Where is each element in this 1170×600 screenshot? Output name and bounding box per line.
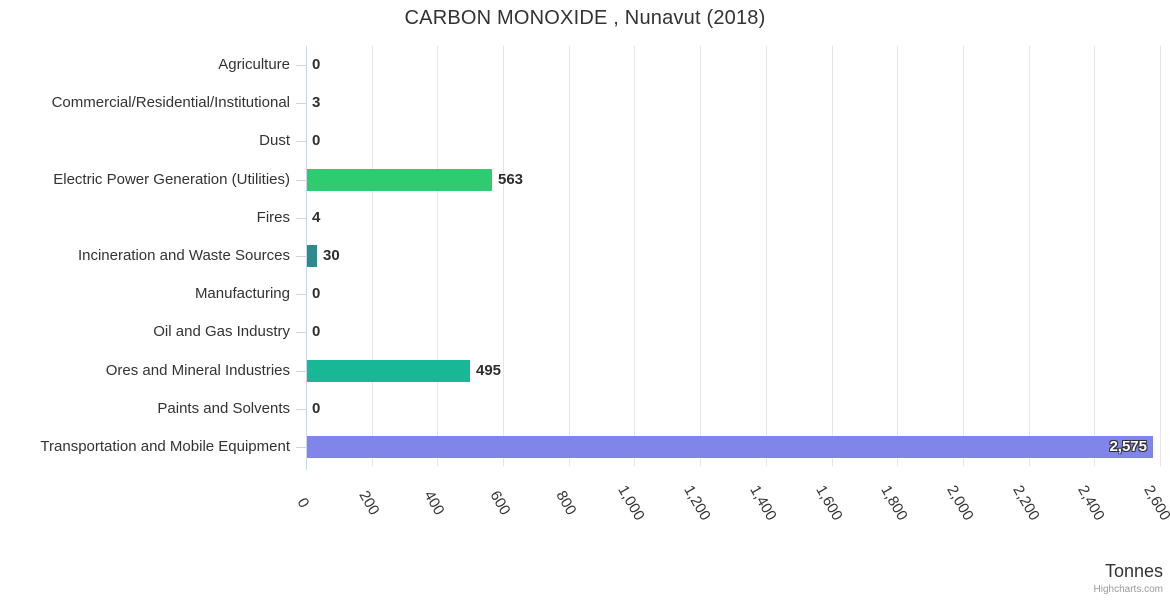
gridline bbox=[1029, 46, 1030, 466]
x-tick-label: 2,400 bbox=[1074, 482, 1108, 524]
axis-line bbox=[306, 46, 307, 470]
gridline bbox=[766, 46, 767, 466]
bar[interactable] bbox=[307, 360, 470, 382]
tick-mark bbox=[296, 256, 306, 257]
gridline bbox=[634, 46, 635, 466]
x-tick-label: 1,200 bbox=[680, 482, 714, 524]
x-tick-label: 2,600 bbox=[1140, 482, 1170, 524]
gridline bbox=[832, 46, 833, 466]
data-label: 0 bbox=[312, 285, 321, 302]
data-label: 4 bbox=[312, 209, 321, 226]
bar[interactable] bbox=[307, 169, 492, 191]
tick-mark bbox=[296, 103, 306, 104]
gridline bbox=[963, 46, 964, 466]
data-label: 0 bbox=[312, 323, 321, 340]
category-label: Ores and Mineral Industries bbox=[105, 362, 290, 379]
gridline bbox=[437, 46, 438, 466]
tick-mark bbox=[296, 294, 306, 295]
axis-title: Tonnes bbox=[1104, 561, 1163, 581]
category-label: Electric Power Generation (Utilities) bbox=[53, 171, 290, 188]
category-label: Transportation and Mobile Equipment bbox=[40, 438, 290, 455]
tick-mark bbox=[296, 141, 306, 142]
x-tick-label: 1,600 bbox=[812, 482, 846, 524]
category-label: Paints and Solvents bbox=[157, 400, 290, 417]
data-label: 0 bbox=[312, 132, 321, 149]
data-label: 3 bbox=[312, 94, 321, 111]
data-label: 0 bbox=[312, 56, 321, 73]
category-label: Manufacturing bbox=[194, 285, 290, 302]
category-label: Agriculture bbox=[218, 56, 290, 73]
tick-mark bbox=[296, 218, 306, 219]
x-tick-label: 600 bbox=[486, 487, 514, 519]
tick-mark bbox=[296, 371, 306, 372]
gridline bbox=[1160, 46, 1161, 466]
x-tick-label: 400 bbox=[420, 487, 448, 519]
gridline bbox=[700, 46, 701, 466]
tick-mark bbox=[296, 447, 306, 448]
credits-link[interactable]: Highcharts.com bbox=[1093, 584, 1163, 595]
data-label: 0 bbox=[312, 400, 321, 417]
chart-title: CARBON MONOXIDE , Nunavut (2018) bbox=[404, 7, 766, 29]
x-tick-label: 200 bbox=[355, 487, 383, 519]
data-label: 2,575 bbox=[1109, 438, 1147, 455]
tick-mark bbox=[296, 332, 306, 333]
data-label: 30 bbox=[323, 247, 340, 264]
category-label: Commercial/Residential/Institutional bbox=[51, 94, 290, 111]
category-label: Dust bbox=[259, 132, 290, 149]
tick-mark bbox=[296, 180, 306, 181]
category-label: Oil and Gas Industry bbox=[153, 323, 290, 340]
x-tick-label: 800 bbox=[552, 487, 580, 519]
gridline bbox=[503, 46, 504, 466]
bar[interactable] bbox=[307, 436, 1153, 458]
gridline bbox=[897, 46, 898, 466]
category-label: Incineration and Waste Sources bbox=[77, 247, 290, 264]
x-tick-label: 2,200 bbox=[1009, 482, 1043, 524]
category-label: Fires bbox=[256, 209, 290, 226]
x-tick-label: 1,800 bbox=[877, 482, 911, 524]
x-tick-label: 2,000 bbox=[943, 482, 977, 524]
gridline bbox=[1094, 46, 1095, 466]
tick-mark bbox=[296, 409, 306, 410]
x-tick-label: 0 bbox=[293, 495, 313, 511]
bar[interactable] bbox=[307, 245, 317, 267]
gridline bbox=[569, 46, 570, 466]
data-label: 563 bbox=[498, 171, 524, 188]
x-tick-label: 1,000 bbox=[614, 482, 648, 524]
tick-mark bbox=[296, 65, 306, 66]
x-tick-label: 1,400 bbox=[746, 482, 780, 524]
gridline bbox=[372, 46, 373, 466]
data-label: 495 bbox=[476, 362, 502, 379]
